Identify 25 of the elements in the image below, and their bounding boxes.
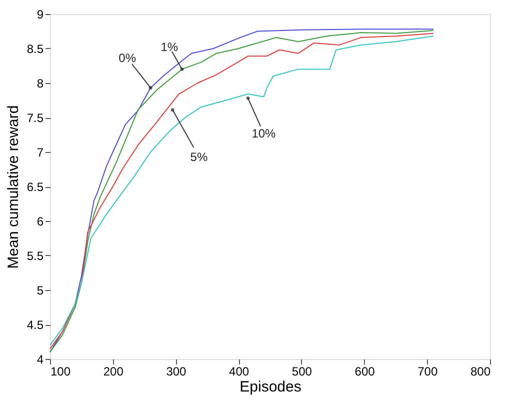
y-tick-label: 8 — [36, 76, 44, 90]
x-tick-label: 600 — [354, 364, 376, 378]
y-tick-label: 5 — [36, 284, 44, 298]
y-tick-label: 6.5 — [26, 180, 44, 194]
x-axis-title: Episodes — [240, 378, 302, 396]
x-tick-label: 500 — [292, 364, 312, 378]
y-tick-label: 5.5 — [26, 249, 44, 263]
y-tick-label: 6 — [36, 214, 44, 228]
y-tick-label: 8.5 — [26, 42, 44, 56]
x-tick-label: 300 — [166, 364, 187, 378]
x-tick-label: 700 — [418, 364, 438, 378]
y-tick-label: 4.5 — [26, 318, 44, 332]
annotation: 10% — [252, 126, 276, 140]
y-axis-title: Mean cumulative reward — [4, 105, 22, 269]
y-tick-label: 7 — [36, 146, 44, 160]
x-tick-label: 800 — [470, 364, 491, 378]
annotation: 0% — [118, 51, 136, 66]
y-tick-label: 4 — [36, 352, 44, 366]
x-tick-label: 200 — [103, 364, 124, 378]
annotation: 1% — [160, 40, 178, 54]
x-tick-label: 400 — [229, 364, 250, 378]
y-tick-label: 7.5 — [26, 111, 44, 125]
x-tick-label: 100 — [50, 364, 71, 378]
annotation: 5% — [190, 150, 208, 164]
y-tick-label: 9 — [36, 8, 44, 22]
